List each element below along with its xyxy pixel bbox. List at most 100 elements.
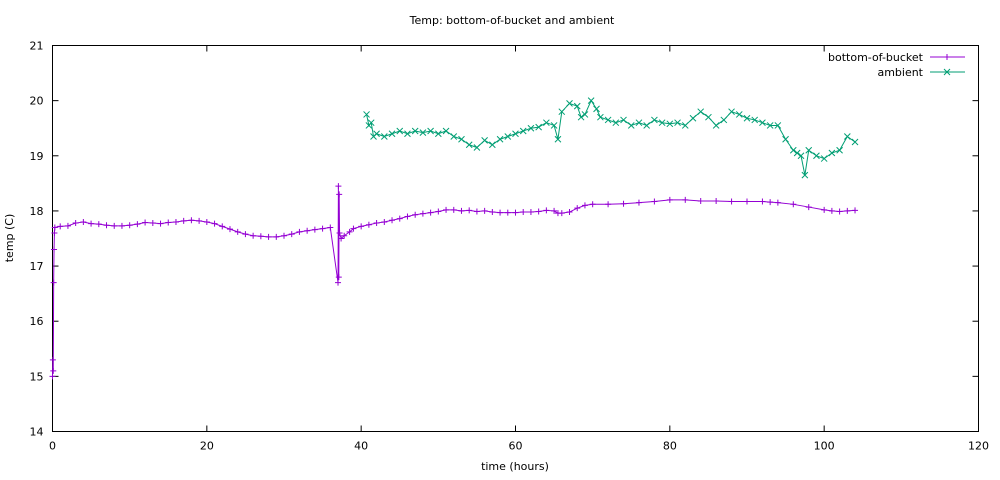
data-point <box>226 226 233 233</box>
data-point <box>335 279 342 286</box>
data-point <box>527 124 535 132</box>
x-tick-label: 20 <box>200 440 214 453</box>
data-point <box>234 228 241 235</box>
data-point <box>944 54 950 60</box>
x-tick-label: 120 <box>968 440 989 453</box>
data-point <box>336 229 343 236</box>
data-point <box>751 116 759 124</box>
data-point <box>435 208 442 215</box>
y-tick-label: 16 <box>30 315 44 328</box>
data-point <box>843 133 851 140</box>
data-point <box>577 113 585 121</box>
data-point <box>64 222 71 229</box>
data-point <box>635 119 643 127</box>
data-point <box>512 130 519 138</box>
data-point <box>852 207 859 214</box>
data-point <box>126 222 133 229</box>
data-point <box>373 220 380 227</box>
data-point <box>712 122 720 129</box>
data-point <box>782 135 789 143</box>
data-point <box>587 97 595 104</box>
y-tick-label: 21 <box>30 40 44 53</box>
y-axis-label: temp (C) <box>3 214 16 263</box>
data-point <box>651 198 658 205</box>
data-point <box>581 111 589 118</box>
series-line <box>366 99 856 176</box>
data-point <box>489 209 496 216</box>
data-point <box>620 116 627 124</box>
data-point <box>211 220 218 227</box>
data-point <box>744 198 750 205</box>
data-point <box>335 183 342 190</box>
data-point <box>481 136 488 144</box>
data-point <box>627 122 635 129</box>
data-point <box>72 220 79 227</box>
data-point <box>450 206 457 213</box>
data-point <box>358 223 365 230</box>
data-point <box>381 218 388 225</box>
data-point <box>943 68 951 76</box>
x-tick-label: 40 <box>354 440 368 453</box>
data-point <box>95 221 102 228</box>
data-point <box>442 127 450 135</box>
data-point <box>774 199 781 206</box>
data-point <box>273 233 280 240</box>
data-point <box>219 223 226 230</box>
data-point <box>836 146 843 154</box>
data-point <box>805 204 812 211</box>
data-point <box>851 138 859 146</box>
data-point <box>365 221 372 228</box>
data-point <box>793 149 801 157</box>
y-tick-label: 20 <box>30 95 44 108</box>
data-point <box>504 133 512 140</box>
data-point <box>311 226 318 233</box>
data-point <box>697 198 704 205</box>
plot-frame <box>52 45 979 432</box>
data-point <box>504 209 511 216</box>
data-point <box>458 207 465 214</box>
data-point <box>535 123 543 131</box>
data-point <box>49 373 56 380</box>
data-point <box>88 220 95 227</box>
data-point <box>805 146 813 154</box>
data-point <box>404 130 411 138</box>
data-point <box>566 209 573 216</box>
data-point <box>389 217 396 224</box>
data-point <box>543 207 550 214</box>
data-point <box>473 208 480 215</box>
legend-swatch-marker <box>944 54 950 60</box>
data-point <box>766 122 774 129</box>
data-point <box>554 135 562 143</box>
data-point <box>341 232 348 239</box>
data-point <box>51 246 58 253</box>
data-point <box>790 201 797 208</box>
data-point <box>597 113 604 121</box>
data-point <box>196 217 203 224</box>
data-point <box>450 133 458 140</box>
data-point <box>281 232 287 239</box>
series-ambient <box>363 97 859 179</box>
data-point <box>367 119 375 127</box>
legend-label: bottom-of-bucket <box>828 51 924 64</box>
series-line <box>52 186 856 377</box>
data-point <box>165 219 172 226</box>
x-tick-label: 0 <box>49 440 56 453</box>
data-point <box>558 108 566 116</box>
data-point <box>589 201 596 208</box>
x-tick-label: 60 <box>509 440 523 453</box>
x-axis: 0 20 40 60 80 100 120 <box>49 45 989 453</box>
data-point <box>412 211 419 218</box>
data-point <box>651 116 658 124</box>
data-point <box>743 114 751 122</box>
data-point <box>419 129 427 136</box>
data-point <box>288 231 295 238</box>
data-point <box>527 209 534 216</box>
data-point <box>380 133 388 140</box>
data-point <box>319 225 326 232</box>
data-point <box>713 198 720 205</box>
y-tick-label: 15 <box>30 370 44 383</box>
x-axis-label: time (hours) <box>481 460 549 473</box>
data-point <box>180 217 187 224</box>
data-point <box>465 141 473 149</box>
